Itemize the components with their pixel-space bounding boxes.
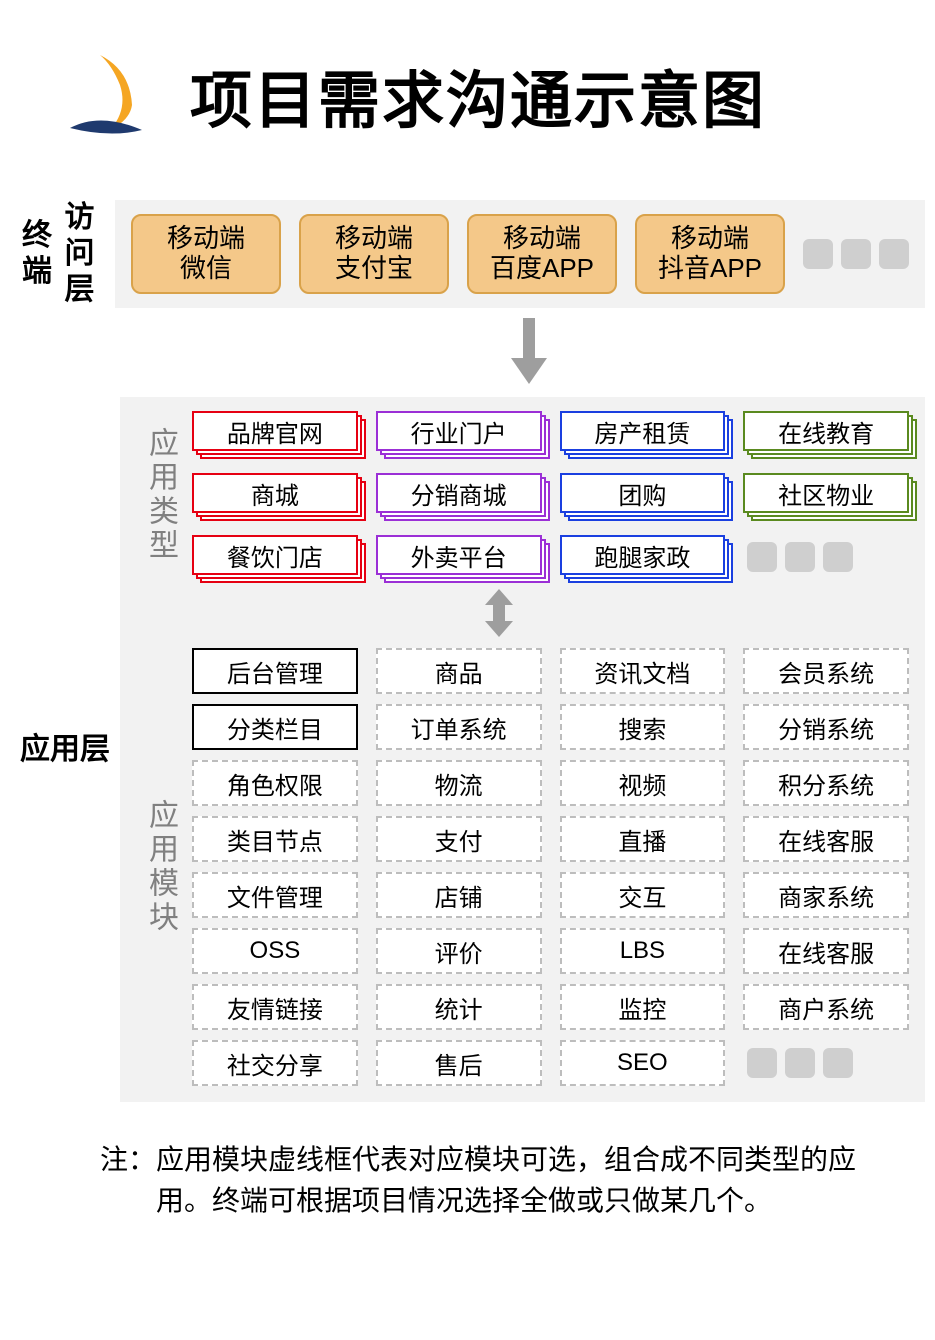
module-item: 评价 xyxy=(376,928,542,974)
module-item: SEO xyxy=(560,1040,726,1086)
app-type-card: 跑腿家政 xyxy=(560,535,726,579)
app-type-card: 品牌官网 xyxy=(192,411,358,455)
layer-app-label: 应用层 xyxy=(10,732,120,768)
app-type-card: 房产租赁 xyxy=(560,411,726,455)
module-item: 商家系统 xyxy=(743,872,909,918)
app-modules-label: 应用模块 xyxy=(136,648,184,1086)
app-type-card: 团购 xyxy=(560,473,726,517)
module-item: 监控 xyxy=(560,984,726,1030)
arrow-down-icon xyxy=(120,318,935,393)
ellipsis-icon xyxy=(743,1040,909,1086)
terminal-item: 移动端抖音APP xyxy=(635,214,785,294)
module-item: 售后 xyxy=(376,1040,542,1086)
app-types-label: 应用类型 xyxy=(136,411,184,579)
module-item: 后台管理 xyxy=(192,648,358,694)
ellipsis-icon xyxy=(743,535,909,579)
ellipsis-icon xyxy=(803,239,909,269)
app-modules-grid: 后台管理商品资讯文档会员系统分类栏目订单系统搜索分销系统角色权限物流视频积分系统… xyxy=(192,648,909,1086)
module-item: 搜索 xyxy=(560,704,726,750)
layer-terminal: 终端访问层 移动端微信移动端支付宝移动端百度APP移动端抖音APP xyxy=(10,200,925,308)
app-type-card: 商城 xyxy=(192,473,358,517)
app-type-card: 餐饮门店 xyxy=(192,535,358,579)
module-item: 交互 xyxy=(560,872,726,918)
arrow-bidirectional-icon xyxy=(88,589,909,642)
terminal-item: 移动端支付宝 xyxy=(299,214,449,294)
module-item: 类目节点 xyxy=(192,816,358,862)
logo-icon xyxy=(60,50,160,140)
module-item: 店铺 xyxy=(376,872,542,918)
app-types-grid: 品牌官网行业门户房产租赁在线教育商城分销商城团购社区物业餐饮门店外卖平台跑腿家政 xyxy=(192,411,909,579)
terminal-item: 移动端微信 xyxy=(131,214,281,294)
module-item: 物流 xyxy=(376,760,542,806)
module-item: OSS xyxy=(192,928,358,974)
module-item: 在线客服 xyxy=(743,816,909,862)
layer-app-body: 应用类型 品牌官网行业门户房产租赁在线教育商城分销商城团购社区物业餐饮门店外卖平… xyxy=(120,397,925,1102)
layer-terminal-body: 移动端微信移动端支付宝移动端百度APP移动端抖音APP xyxy=(115,200,925,308)
layer-app: 应用层 应用类型 品牌官网行业门户房产租赁在线教育商城分销商城团购社区物业餐饮门… xyxy=(10,397,925,1102)
module-item: 社交分享 xyxy=(192,1040,358,1086)
app-type-card: 社区物业 xyxy=(743,473,909,517)
layer-terminal-label: 终端访问层 xyxy=(10,200,115,308)
module-item: 文件管理 xyxy=(192,872,358,918)
module-item: 订单系统 xyxy=(376,704,542,750)
header: 项目需求沟通示意图 xyxy=(0,0,935,200)
terminal-item: 移动端百度APP xyxy=(467,214,617,294)
app-type-card: 分销商城 xyxy=(376,473,542,517)
app-type-card: 在线教育 xyxy=(743,411,909,455)
module-item: 角色权限 xyxy=(192,760,358,806)
app-type-card: 外卖平台 xyxy=(376,535,542,579)
module-item: 分类栏目 xyxy=(192,704,358,750)
app-type-card: 行业门户 xyxy=(376,411,542,455)
terminal-row: 移动端微信移动端支付宝移动端百度APP移动端抖音APP xyxy=(131,214,909,294)
module-item: 资讯文档 xyxy=(560,648,726,694)
module-item: 视频 xyxy=(560,760,726,806)
module-item: 会员系统 xyxy=(743,648,909,694)
footnote: 注：应用模块虚线框代表对应模块可选，组合成不同类型的应用。终端可根据项目情况选择… xyxy=(56,1112,935,1261)
app-types-section: 应用类型 品牌官网行业门户房产租赁在线教育商城分销商城团购社区物业餐饮门店外卖平… xyxy=(136,411,909,579)
module-item: LBS xyxy=(560,928,726,974)
module-item: 友情链接 xyxy=(192,984,358,1030)
module-item: 积分系统 xyxy=(743,760,909,806)
module-item: 商户系统 xyxy=(743,984,909,1030)
module-item: 商品 xyxy=(376,648,542,694)
module-item: 支付 xyxy=(376,816,542,862)
module-item: 在线客服 xyxy=(743,928,909,974)
module-item: 统计 xyxy=(376,984,542,1030)
page-title: 项目需求沟通示意图 xyxy=(190,50,766,140)
module-item: 分销系统 xyxy=(743,704,909,750)
app-modules-section: 应用模块 后台管理商品资讯文档会员系统分类栏目订单系统搜索分销系统角色权限物流视… xyxy=(136,648,909,1086)
module-item: 直播 xyxy=(560,816,726,862)
